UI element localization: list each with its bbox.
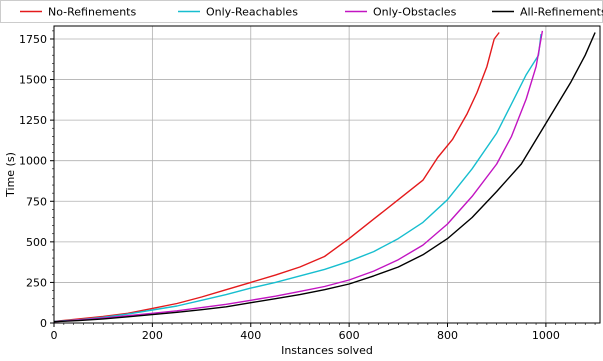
y-axis-label: Time (s)	[4, 152, 17, 198]
x-tick-label: 1000	[532, 329, 560, 342]
plot-frame	[53, 25, 601, 324]
legend-label: Only-Reachables	[206, 6, 298, 19]
legend-label: All-Refinements	[520, 6, 603, 19]
y-tick-label: 1500	[19, 74, 47, 87]
y-tick-label: 1250	[19, 114, 47, 127]
series-line-only-reachables	[53, 34, 542, 323]
axis-ticks: 0 200 400 600 800 1000 0 250 500 750 1000 1250 1500 1…	[19, 30, 596, 342]
series-line-no-refinements	[53, 32, 500, 323]
x-axis-label: Instances solved	[281, 344, 373, 357]
y-tick-label: 250	[26, 276, 47, 289]
y-tick-label: 1000	[19, 155, 47, 168]
x-tick-label: 800	[437, 329, 458, 342]
series-lines	[53, 30, 596, 323]
legend-label: No-Refinements	[48, 6, 136, 19]
series-line-only-obstacles	[53, 30, 544, 323]
legend: No-Refinements Only-Reachables Only-Obstac…	[0, 0, 603, 23]
x-tick-label: 400	[240, 329, 261, 342]
x-tick-label: 200	[142, 329, 163, 342]
y-tick-label: 500	[26, 236, 47, 249]
y-tick-label: 1750	[19, 33, 47, 46]
x-tick-label: 0	[51, 329, 58, 342]
legend-label: Only-Obstacles	[373, 6, 457, 19]
y-tick-label: 750	[26, 195, 47, 208]
grid-lines	[53, 26, 600, 324]
series-line-all-refinements	[53, 32, 596, 323]
x-tick-label: 600	[339, 329, 360, 342]
y-tick-label: 0	[40, 317, 47, 330]
